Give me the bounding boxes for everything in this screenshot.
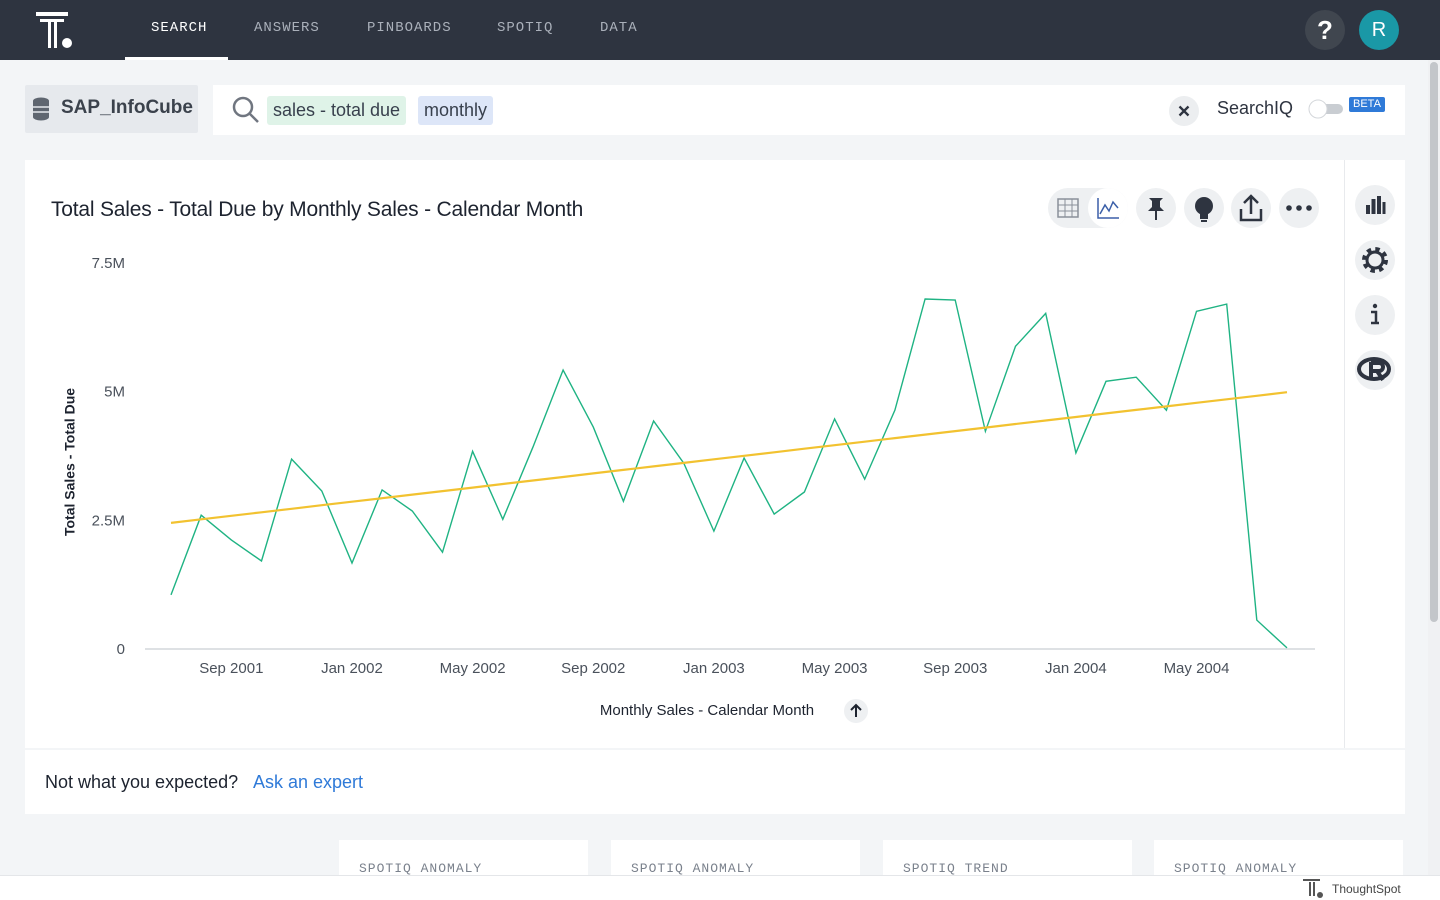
database-icon [33, 97, 49, 121]
x-tick-label: Sep 2003 [923, 660, 987, 677]
searchiq-label: SearchIQ [1217, 98, 1294, 118]
footer [0, 875, 1440, 900]
settings-button[interactable] [1355, 240, 1395, 280]
bulb-icon [1195, 197, 1213, 222]
nav-item[interactable]: ANSWERS [254, 20, 320, 36]
x-tick-label: May 2002 [440, 660, 506, 677]
chart-title: Total Sales - Total Due by Monthly Sales… [51, 198, 584, 221]
footer-brand: ThoughtSpot [1332, 882, 1401, 896]
info-icon [1371, 303, 1379, 325]
insight-card[interactable]: SPOTIQ ANOMALY [339, 840, 588, 880]
insight-card-label: SPOTIQ TREND [903, 861, 1009, 876]
insight-card-label: SPOTIQ ANOMALY [631, 861, 755, 876]
search-token[interactable]: sales - total due [267, 96, 407, 125]
insight-card-label: SPOTIQ ANOMALY [1174, 861, 1298, 876]
x-tick-label: Sep 2001 [199, 660, 263, 677]
source-selector[interactable] [25, 85, 198, 133]
feedback-question: Not what you expected? [45, 772, 239, 792]
x-tick-label: May 2003 [802, 660, 868, 677]
settings-icon [1362, 247, 1388, 273]
series-line [170, 298, 1288, 649]
insight-card[interactable]: SPOTIQ ANOMALY [1154, 840, 1403, 880]
search-token[interactable]: monthly [418, 96, 494, 125]
insight-card[interactable]: SPOTIQ TREND [883, 840, 1132, 880]
nav-item[interactable]: PINBOARDS [367, 20, 452, 36]
search-bar[interactable] [213, 85, 1405, 135]
share-icon [1239, 194, 1263, 222]
beta-badge: BETA [1349, 97, 1385, 112]
x-tick-label: May 2004 [1164, 660, 1230, 677]
y-tick-label: 7.5M [92, 255, 125, 272]
top-bar [0, 0, 1440, 60]
y-tick-label: 5M [104, 384, 125, 401]
searchiq-toggle[interactable] [1306, 98, 1346, 120]
insight-card[interactable]: SPOTIQ ANOMALY [611, 840, 860, 880]
y-axis-title: Total Sales - Total Due [62, 388, 78, 536]
clear-search[interactable] [1168, 95, 1200, 127]
user-avatar[interactable]: R [1359, 10, 1399, 50]
scrollbar-thumb[interactable] [1430, 62, 1438, 622]
feedback-bar [25, 750, 1405, 814]
x-tick-label: Jan 2002 [321, 660, 383, 677]
view-toggle-icons [1057, 188, 1128, 228]
pin-icon [1148, 198, 1164, 220]
ask-expert-link[interactable]: Ask an expert [253, 772, 364, 792]
y-tick-label: 0 [117, 641, 125, 658]
footer-logo [1303, 879, 1323, 898]
r-icon [1357, 357, 1391, 382]
x-tick-label: Jan 2003 [683, 660, 745, 677]
x-tick-label: Sep 2002 [561, 660, 625, 677]
source-name: SAP_InfoCube [61, 97, 193, 118]
answer-card [25, 160, 1405, 748]
sort-arrow [850, 703, 862, 717]
nav-item[interactable]: SEARCH [151, 20, 208, 36]
more-icon [1286, 205, 1312, 211]
divider [1344, 160, 1345, 748]
nav-active-indicator [125, 57, 228, 60]
help-button[interactable]: ? [1305, 10, 1345, 50]
chart-type-icon [1366, 196, 1386, 214]
series-line [170, 391, 1288, 524]
search-icon [232, 96, 259, 123]
insight-card-label: SPOTIQ ANOMALY [359, 861, 483, 876]
x-tick-label: Jan 2004 [1045, 660, 1107, 677]
y-tick-label: 2.5M [92, 512, 125, 529]
logo [36, 12, 72, 48]
nav-item[interactable]: DATA [600, 20, 638, 36]
nav-item[interactable]: SPOTIQ [497, 20, 554, 36]
x-axis-title: Monthly Sales - Calendar Month [600, 702, 814, 719]
